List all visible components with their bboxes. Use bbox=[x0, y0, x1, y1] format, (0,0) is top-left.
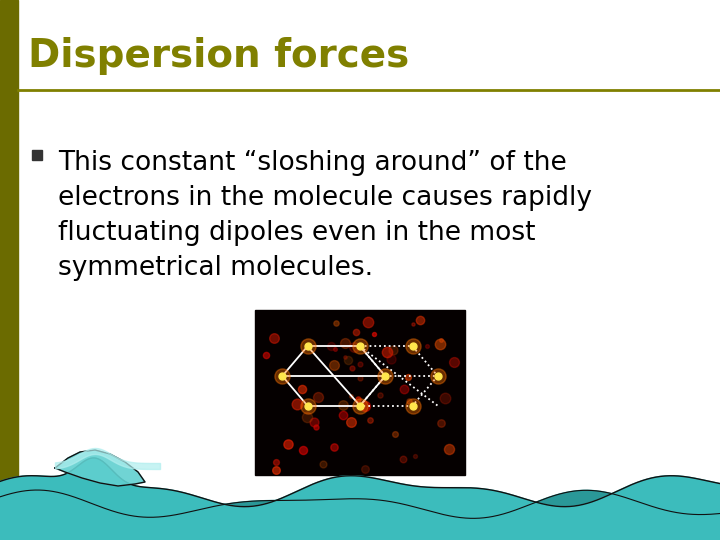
Point bbox=[301, 413, 312, 421]
Point bbox=[364, 415, 375, 424]
Point bbox=[407, 401, 418, 410]
Point bbox=[407, 342, 418, 350]
Text: fluctuating dipoles even in the most: fluctuating dipoles even in the most bbox=[58, 220, 536, 246]
Point bbox=[325, 342, 337, 351]
Point bbox=[328, 361, 339, 370]
Point bbox=[379, 372, 391, 380]
Point bbox=[362, 318, 374, 326]
Polygon shape bbox=[55, 450, 145, 486]
Point bbox=[443, 444, 454, 453]
Point bbox=[407, 342, 418, 350]
Point bbox=[338, 401, 349, 409]
Point bbox=[439, 394, 451, 402]
Point bbox=[282, 440, 293, 449]
Point bbox=[404, 396, 415, 405]
Point bbox=[354, 342, 366, 350]
Text: Dispersion forces: Dispersion forces bbox=[28, 37, 409, 75]
Bar bbox=[32, 150, 42, 160]
Point bbox=[385, 354, 397, 363]
Point bbox=[337, 410, 348, 419]
Point bbox=[350, 328, 361, 337]
Point bbox=[410, 451, 421, 460]
Point bbox=[340, 339, 351, 347]
Point bbox=[434, 340, 446, 348]
Point bbox=[346, 363, 358, 372]
Point bbox=[312, 393, 324, 401]
Point bbox=[302, 401, 313, 410]
Point bbox=[449, 358, 460, 367]
Point bbox=[302, 342, 313, 350]
Point bbox=[421, 342, 433, 350]
Point bbox=[345, 418, 356, 427]
Point bbox=[318, 460, 329, 468]
Point bbox=[271, 465, 282, 474]
Point bbox=[291, 400, 302, 408]
Text: electrons in the molecule causes rapidly: electrons in the molecule causes rapidly bbox=[58, 185, 592, 211]
Point bbox=[310, 423, 322, 431]
Point bbox=[302, 401, 313, 410]
Point bbox=[359, 401, 370, 410]
Point bbox=[297, 446, 309, 454]
Point bbox=[276, 372, 288, 380]
Point bbox=[328, 443, 340, 451]
Point bbox=[345, 392, 356, 401]
Point bbox=[435, 419, 446, 428]
Point bbox=[302, 342, 313, 350]
Point bbox=[309, 418, 320, 427]
Point bbox=[269, 334, 280, 343]
Point bbox=[276, 372, 288, 380]
Point bbox=[296, 384, 307, 393]
Point bbox=[387, 346, 399, 354]
Point bbox=[407, 401, 418, 410]
Point bbox=[414, 316, 426, 325]
Point bbox=[342, 356, 354, 364]
Point bbox=[339, 353, 351, 361]
Point bbox=[397, 455, 409, 464]
Point bbox=[354, 360, 366, 368]
Point bbox=[379, 372, 391, 380]
Point bbox=[270, 457, 282, 466]
Point bbox=[435, 335, 446, 344]
Point bbox=[354, 401, 366, 410]
Point bbox=[352, 394, 364, 403]
Point bbox=[348, 342, 359, 351]
Point bbox=[369, 330, 380, 339]
Point bbox=[390, 429, 401, 438]
Point bbox=[330, 319, 342, 328]
Point bbox=[261, 350, 272, 359]
Bar bbox=[255, 310, 465, 475]
Point bbox=[354, 342, 366, 350]
Point bbox=[359, 464, 370, 473]
Point bbox=[408, 320, 419, 329]
Bar bbox=[0, 0, 18, 540]
Point bbox=[374, 390, 386, 399]
Point bbox=[354, 374, 366, 382]
Point bbox=[329, 345, 341, 354]
Point bbox=[432, 372, 444, 380]
Point bbox=[381, 348, 392, 356]
Point bbox=[402, 373, 413, 381]
Text: This constant “sloshing around” of the: This constant “sloshing around” of the bbox=[58, 150, 567, 176]
Point bbox=[398, 384, 410, 393]
Text: symmetrical molecules.: symmetrical molecules. bbox=[58, 255, 373, 281]
Point bbox=[354, 401, 366, 410]
Point bbox=[432, 372, 444, 380]
